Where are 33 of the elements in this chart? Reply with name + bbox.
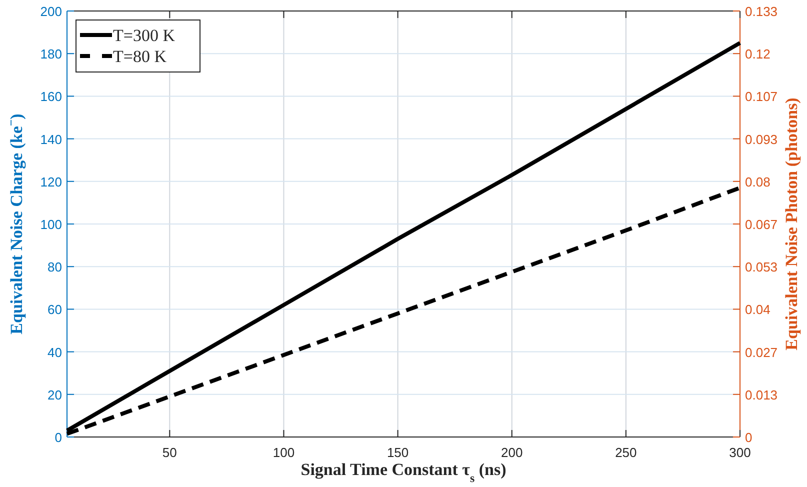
y2-tick-label: 0.08 (745, 174, 770, 190)
y-tick-label: 160 (40, 89, 62, 104)
y2-tick-label: 0.107 (745, 89, 778, 104)
y2-tick-label: 0.053 (745, 260, 778, 275)
y2-tick-label: 0.04 (745, 302, 770, 318)
y2-tick-label: 0.027 (745, 344, 778, 360)
line-series (65, 40, 742, 433)
y-tick-label: 60 (48, 302, 62, 318)
x-axis-title: Signal Time Constant τ$_{s}$ (ns) (300, 460, 506, 485)
y-tick-label: 140 (40, 132, 62, 147)
x-tick-label: 200 (501, 445, 523, 460)
y-tick-label: 0 (54, 430, 62, 445)
y-tick-label: 100 (40, 217, 62, 232)
y2-tick-label: 0.013 (745, 387, 778, 402)
x-tick-label: 50 (162, 445, 177, 460)
y-tick-label: 180 (40, 46, 62, 62)
y-tick-label: 120 (40, 174, 62, 190)
x-tick-label: 150 (386, 445, 409, 460)
y-tick-label: 80 (48, 260, 62, 275)
y2-tick-label: 0.067 (745, 216, 778, 232)
x-tick-label: 100 (272, 445, 295, 460)
legend-label: T=80 K (113, 47, 168, 66)
x-tick-label: 300 (729, 445, 751, 460)
y2-tick-label: 0.093 (745, 132, 778, 147)
y-tick-label: 200 (40, 4, 62, 19)
y2-tick-label: 0 (745, 430, 752, 445)
x-tick-label: 250 (615, 445, 637, 460)
y-tick-label: 40 (48, 344, 62, 360)
y2-tick-label: 0.12 (745, 46, 770, 62)
y-tick-label: 20 (48, 387, 62, 402)
y2-axis-title: Equivalent Noise Photon (photons) (782, 98, 801, 350)
y2-tick-label: 0.133 (745, 4, 778, 19)
legend-label: T=300 K (113, 26, 176, 45)
